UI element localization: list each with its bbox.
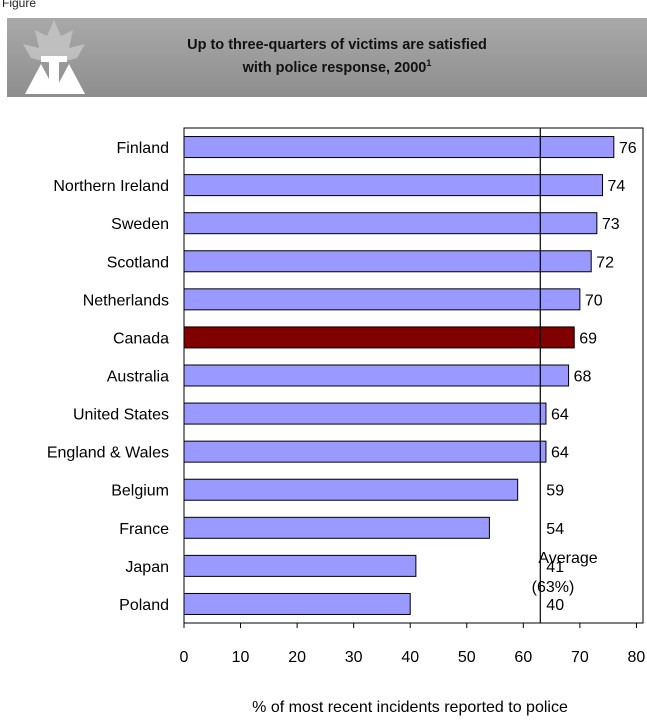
bar — [183, 516, 490, 539]
value-label: 73 — [602, 216, 620, 233]
bar — [183, 212, 598, 235]
average-label-line1: Average — [538, 550, 597, 567]
bar — [183, 174, 604, 197]
category-label: Poland — [119, 597, 169, 614]
value-label: 68 — [574, 369, 592, 386]
chart-title-line1: Up to three-quarters of victims are sati… — [187, 37, 487, 53]
x-axis-label: % of most recent incidents reported to p… — [252, 699, 568, 716]
bar — [183, 136, 615, 159]
bar — [183, 402, 547, 425]
category-label: United States — [73, 407, 169, 424]
category-label: Finland — [117, 140, 169, 157]
x-tick-label: 50 — [458, 649, 476, 666]
category-label: Australia — [107, 369, 169, 386]
bar — [183, 440, 547, 463]
category-label: Belgium — [111, 483, 169, 500]
x-tick-label: 10 — [232, 649, 250, 666]
value-label: 40 — [546, 597, 564, 614]
category-label: England & Wales — [47, 445, 169, 462]
value-label: 59 — [546, 483, 564, 500]
x-tick-label: 60 — [514, 649, 532, 666]
x-tick-label: 40 — [401, 649, 419, 666]
bar — [183, 364, 570, 387]
chart-title: Up to three-quarters of victims are sati… — [87, 36, 587, 77]
value-label: 69 — [579, 330, 597, 347]
value-label: 72 — [596, 254, 614, 271]
bar — [183, 326, 575, 349]
category-label: Canada — [113, 330, 169, 347]
x-tick-label: 0 — [180, 649, 189, 666]
plot-area: Finland 76 Northern Ireland 74 Sweden 73 Scotl… — [47, 127, 646, 666]
value-label: 76 — [619, 140, 637, 157]
x-tick-label: 80 — [628, 649, 646, 666]
value-label: 74 — [608, 178, 626, 195]
value-label: 54 — [546, 521, 564, 538]
x-tick-label: 20 — [288, 649, 306, 666]
value-label: 64 — [551, 407, 569, 424]
footnote-mark: 1 — [426, 58, 432, 68]
x-tick-label: 70 — [571, 649, 589, 666]
x-tick-label: 30 — [345, 649, 363, 666]
category-label: Netherlands — [83, 292, 169, 309]
bar — [183, 478, 519, 501]
chart-banner: Up to three-quarters of victims are sati… — [7, 18, 647, 97]
category-label: Japan — [125, 559, 169, 576]
bar — [183, 250, 592, 273]
value-label: 64 — [551, 445, 569, 462]
maple-leaf-logo-icon — [23, 20, 85, 94]
figure-label: Figure — [2, 0, 37, 10]
bar — [183, 592, 411, 615]
bar — [183, 288, 581, 311]
bar — [183, 554, 417, 577]
value-label: 70 — [585, 292, 603, 309]
category-label: Scotland — [107, 254, 169, 271]
average-label-line2: (63%) — [532, 579, 575, 596]
value-label: 41 — [546, 559, 564, 576]
category-label: Sweden — [111, 216, 169, 233]
category-label: Northern Ireland — [53, 178, 169, 195]
category-label: France — [119, 521, 169, 538]
chart-title-line2: with police response, 2000 — [242, 59, 427, 76]
